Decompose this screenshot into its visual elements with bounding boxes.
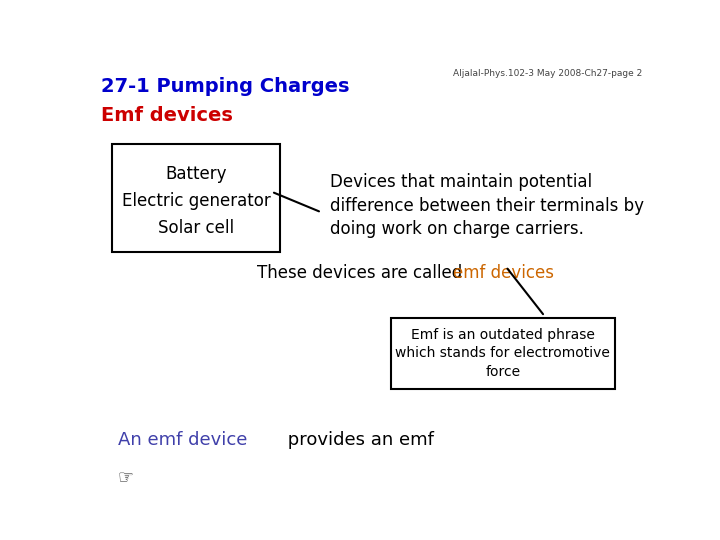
- Text: 27-1 Pumping Charges: 27-1 Pumping Charges: [101, 77, 350, 96]
- Text: which stands for electromotive: which stands for electromotive: [395, 346, 611, 360]
- Text: Electric generator: Electric generator: [122, 192, 271, 211]
- Text: emf devices: emf devices: [453, 265, 554, 282]
- Text: force: force: [485, 365, 521, 379]
- Text: ☞: ☞: [118, 468, 134, 486]
- Text: Aljalal-Phys.102-3 May 2008-Ch27-page 2: Aljalal-Phys.102-3 May 2008-Ch27-page 2: [453, 69, 642, 78]
- Text: These devices are called: These devices are called: [258, 265, 468, 282]
- Bar: [112, 144, 280, 252]
- Bar: [392, 319, 615, 389]
- Text: Solar cell: Solar cell: [158, 219, 234, 238]
- Text: Battery: Battery: [166, 165, 227, 184]
- Text: Devices that maintain potential
difference between their terminals by
doing work: Devices that maintain potential differen…: [330, 173, 644, 238]
- Text: provides an emf: provides an emf: [282, 431, 433, 449]
- Text: Emf devices: Emf devices: [101, 106, 233, 125]
- Text: An emf device: An emf device: [118, 431, 247, 449]
- Text: Emf is an outdated phrase: Emf is an outdated phrase: [411, 328, 595, 342]
